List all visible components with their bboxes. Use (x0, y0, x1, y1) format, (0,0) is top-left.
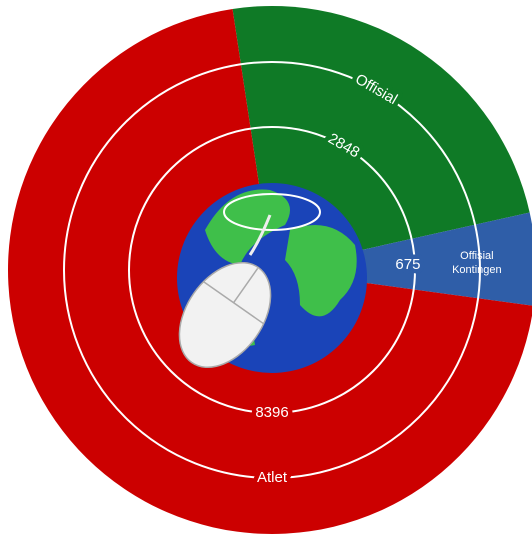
category-label: Offisial Kontingen (452, 249, 502, 276)
ring (63, 61, 481, 479)
rings (63, 61, 481, 479)
value-label: 675 (395, 256, 420, 273)
pie-slice (272, 212, 532, 306)
category-label: Atlet (257, 469, 288, 486)
ring (128, 126, 416, 414)
globe-icon (177, 183, 367, 373)
value-label: 8396 (255, 404, 288, 421)
